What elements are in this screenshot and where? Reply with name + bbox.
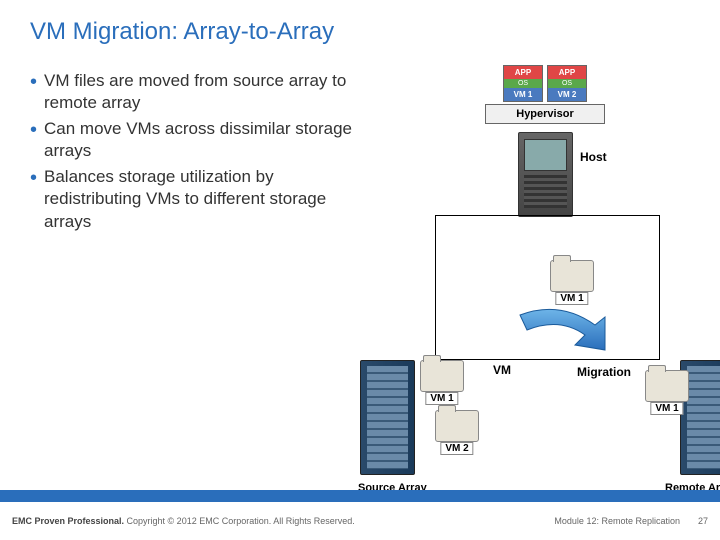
folder-label: VM 1 xyxy=(555,292,588,305)
vm2-app: APP xyxy=(548,66,586,79)
folder-label: VM 2 xyxy=(440,442,473,455)
host-server-icon xyxy=(518,132,573,217)
page-number: 27 xyxy=(698,516,708,526)
migration-label-migration: Migration xyxy=(577,365,631,379)
vm1-id: VM 1 xyxy=(504,88,542,101)
vms-row: APP OS VM 1 APP OS VM 2 xyxy=(485,65,605,102)
hypervisor-stack: APP OS VM 1 APP OS VM 2 Hypervisor xyxy=(485,65,605,124)
folder-label: VM 1 xyxy=(425,392,458,405)
folder-label: VM 1 xyxy=(650,402,683,415)
footer-module: Module 12: Remote Replication xyxy=(554,516,680,526)
vm2-os: OS xyxy=(548,79,586,88)
footer-rest: Copyright © 2012 EMC Corporation. All Ri… xyxy=(124,516,355,526)
diagram: APP OS VM 1 APP OS VM 2 Hypervisor Host … xyxy=(380,70,690,480)
migration-arrow-icon xyxy=(505,305,615,360)
folder-vm2-source: VM 2 xyxy=(435,410,479,442)
footer-strong: EMC Proven Professional. xyxy=(12,516,124,526)
slide-title: VM Migration: Array-to-Array xyxy=(0,0,720,46)
folder-vm1-source: VM 1 xyxy=(420,360,464,392)
vm1-app: APP xyxy=(504,66,542,79)
vm2-id: VM 2 xyxy=(548,88,586,101)
folder-vm1-host: VM 1 xyxy=(550,260,594,292)
bullet-list: VM files are moved from source array to … xyxy=(30,70,370,233)
source-array-icon xyxy=(360,360,415,475)
folder-vm1-remote: VM 1 xyxy=(645,370,689,402)
bullet-item: Balances storage utilization by redistri… xyxy=(30,166,370,232)
slide: VM Migration: Array-to-Array VM files ar… xyxy=(0,0,720,540)
bullet-item: Can move VMs across dissimilar storage a… xyxy=(30,118,370,162)
vm1-stack: APP OS VM 1 xyxy=(503,65,543,102)
hypervisor-label: Hypervisor xyxy=(485,104,605,124)
migration-label-vm: VM xyxy=(493,363,511,377)
vm2-stack: APP OS VM 2 xyxy=(547,65,587,102)
footer-bar xyxy=(0,490,720,502)
bullet-item: VM files are moved from source array to … xyxy=(30,70,370,114)
content-area: VM files are moved from source array to … xyxy=(30,70,690,480)
footer-copyright: EMC Proven Professional. Copyright © 201… xyxy=(12,516,355,526)
vm1-os: OS xyxy=(504,79,542,88)
host-label: Host xyxy=(580,150,607,164)
